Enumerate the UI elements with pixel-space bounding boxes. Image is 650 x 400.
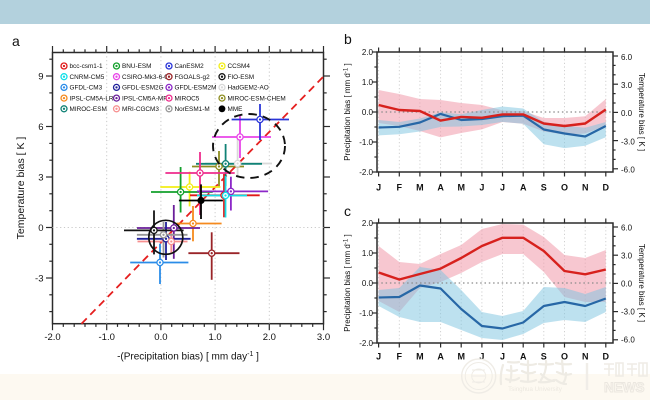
svg-text:GFDL-ESM2M: GFDL-ESM2M	[175, 85, 217, 92]
svg-text:-2.0: -2.0	[359, 339, 373, 348]
svg-text:IPSL-CM5A-LR: IPSL-CM5A-LR	[70, 95, 114, 102]
svg-text:3.0: 3.0	[621, 81, 633, 90]
svg-text:J: J	[500, 352, 505, 362]
svg-text:IPSL-CM5A-MR: IPSL-CM5A-MR	[122, 95, 168, 102]
svg-text:NorESM1-M: NorESM1-M	[175, 106, 210, 113]
svg-text:CSIRO-Mk3-6-0: CSIRO-Mk3-6-0	[122, 74, 168, 81]
svg-text:A: A	[520, 183, 527, 193]
svg-text:Temperature bias [ K ]: Temperature bias [ K ]	[637, 73, 646, 151]
svg-text:-6.0: -6.0	[621, 166, 635, 175]
svg-text:0: 0	[38, 223, 43, 234]
svg-text:6.0: 6.0	[621, 223, 633, 232]
svg-text:0.0: 0.0	[154, 332, 167, 343]
svg-text:-2.0: -2.0	[44, 332, 60, 343]
svg-text:1.0: 1.0	[362, 249, 374, 258]
svg-text:2.0: 2.0	[263, 332, 276, 343]
svg-text:CanESM2: CanESM2	[175, 63, 205, 70]
svg-text:A: A	[520, 352, 527, 362]
svg-text:N: N	[582, 352, 589, 362]
svg-text:BNU-ESM: BNU-ESM	[122, 63, 151, 70]
svg-text:MIROC-ESM: MIROC-ESM	[70, 106, 107, 113]
svg-text:GFDL-ESM2G: GFDL-ESM2G	[122, 85, 164, 92]
svg-text:M: M	[457, 183, 465, 193]
svg-text:J: J	[479, 352, 484, 362]
svg-text:FIO-ESM: FIO-ESM	[228, 74, 255, 81]
svg-text:F: F	[397, 352, 403, 362]
svg-text:-1.0: -1.0	[99, 332, 115, 343]
svg-text:J: J	[376, 183, 381, 193]
svg-text:NEWS: NEWS	[604, 380, 645, 395]
svg-text:-3.0: -3.0	[621, 137, 635, 146]
svg-text:D: D	[603, 183, 610, 193]
svg-text:CNRM-CM5: CNRM-CM5	[70, 74, 105, 81]
svg-text:3: 3	[38, 172, 43, 183]
svg-text:CCSM4: CCSM4	[228, 63, 251, 70]
svg-text:J: J	[500, 183, 505, 193]
svg-text:J: J	[376, 352, 381, 362]
svg-text:a: a	[12, 33, 20, 49]
svg-text:3.0: 3.0	[621, 251, 633, 260]
svg-text:bcc-csm1-1: bcc-csm1-1	[70, 63, 103, 70]
svg-text:Tsinghua University: Tsinghua University	[508, 386, 563, 393]
svg-text:0.0: 0.0	[362, 108, 374, 117]
svg-text:1.0: 1.0	[208, 332, 221, 343]
svg-text:-3: -3	[35, 273, 43, 284]
svg-text:-1.0: -1.0	[359, 138, 373, 147]
svg-text:0.0: 0.0	[621, 109, 633, 118]
svg-text:A: A	[437, 183, 444, 193]
svg-text:M: M	[416, 183, 424, 193]
svg-text:N: N	[582, 183, 589, 193]
svg-text:2.0: 2.0	[362, 219, 374, 228]
svg-text:-1.0: -1.0	[359, 309, 373, 318]
svg-text:S: S	[541, 352, 547, 362]
svg-text:S: S	[541, 183, 547, 193]
svg-text:9: 9	[38, 71, 43, 82]
svg-text:3.0: 3.0	[317, 332, 330, 343]
svg-text:-(Precipitation bias) [ mm day: -(Precipitation bias) [ mm day-1 ]	[117, 351, 259, 363]
svg-text:0.0: 0.0	[362, 279, 374, 288]
svg-text:GFDL-CM3: GFDL-CM3	[70, 85, 103, 92]
svg-text:F: F	[397, 183, 403, 193]
svg-text:6.0: 6.0	[621, 53, 633, 62]
svg-text:0.0: 0.0	[621, 279, 633, 288]
svg-text:M: M	[416, 352, 424, 362]
svg-text:-2.0: -2.0	[359, 168, 373, 177]
svg-text:Temperature bias [ K ]: Temperature bias [ K ]	[15, 137, 27, 240]
svg-text:Precipitation bias [ mm d-1 ]: Precipitation bias [ mm d-1 ]	[343, 234, 352, 331]
svg-text:Precipitation bias [ mm d-1 ]: Precipitation bias [ mm d-1 ]	[343, 63, 352, 160]
svg-text:Temperature bias [ K ]: Temperature bias [ K ]	[637, 244, 646, 322]
svg-text:c: c	[344, 203, 351, 219]
svg-text:2.0: 2.0	[362, 48, 374, 57]
svg-text:HadGEM2-AO: HadGEM2-AO	[228, 85, 269, 92]
svg-text:MIROC5: MIROC5	[175, 95, 200, 102]
svg-text:6: 6	[38, 122, 43, 133]
svg-text:MIROC-ESM-CHEM: MIROC-ESM-CHEM	[228, 95, 286, 102]
svg-text:MME: MME	[228, 106, 243, 113]
svg-text:A: A	[437, 352, 444, 362]
svg-text:-3.0: -3.0	[621, 307, 635, 316]
svg-text:-6.0: -6.0	[621, 335, 635, 344]
svg-text:J: J	[479, 183, 484, 193]
svg-text:b: b	[344, 31, 352, 47]
svg-text:FGOALS-g2: FGOALS-g2	[175, 74, 211, 81]
svg-text:MRI-CGCM3: MRI-CGCM3	[122, 106, 159, 113]
svg-text:O: O	[561, 183, 568, 193]
svg-text:O: O	[561, 352, 568, 362]
svg-text:M: M	[457, 352, 465, 362]
svg-text:1.0: 1.0	[362, 78, 374, 87]
svg-text:D: D	[603, 352, 610, 362]
